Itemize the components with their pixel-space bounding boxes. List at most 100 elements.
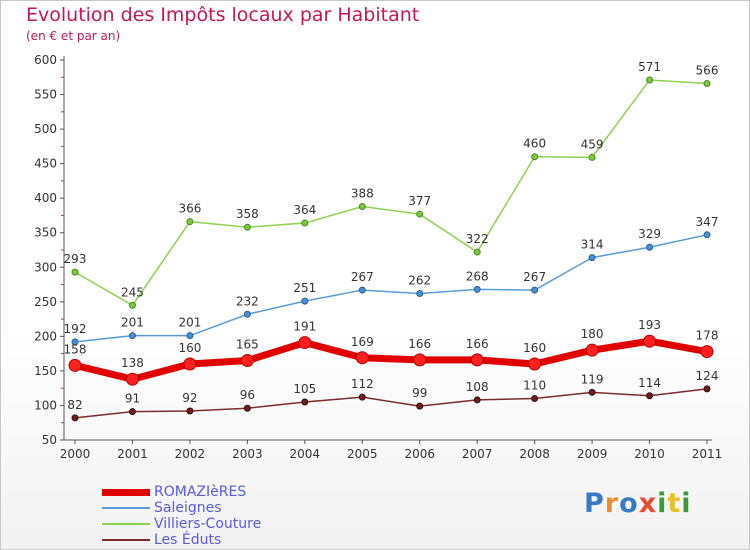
data-label: 124 xyxy=(696,369,719,383)
data-point xyxy=(473,396,481,404)
y-tick-label: 450 xyxy=(34,157,57,171)
x-tick-label: 2003 xyxy=(232,447,263,461)
y-tick-label: 100 xyxy=(34,398,57,412)
data-point xyxy=(473,285,481,293)
data-point xyxy=(301,398,309,406)
data-label: 566 xyxy=(696,63,719,77)
data-label: 388 xyxy=(351,186,374,200)
data-point xyxy=(71,414,79,422)
series-line-3 xyxy=(74,388,708,419)
logo-letter: t xyxy=(667,488,682,519)
data-label: 91 xyxy=(125,392,140,406)
data-label: 201 xyxy=(178,316,201,330)
legend: ROMAZIèRES Saleignes Villiers-Couture Les É… xyxy=(100,484,320,548)
data-label: 267 xyxy=(523,270,546,284)
series-line-2 xyxy=(74,79,708,307)
data-label: 105 xyxy=(293,382,316,396)
data-label: 201 xyxy=(121,316,144,330)
data-label: 329 xyxy=(638,227,661,241)
data-point xyxy=(531,395,539,403)
data-label: 119 xyxy=(581,372,604,386)
data-label: 293 xyxy=(64,252,87,266)
data-label: 166 xyxy=(408,337,431,351)
data-point xyxy=(358,202,366,210)
data-label: 268 xyxy=(466,269,489,283)
data-label: 364 xyxy=(293,203,316,217)
proxiti-logo: Proxiti xyxy=(584,488,692,519)
x-tick-label: 2001 xyxy=(117,447,148,461)
data-point xyxy=(646,76,654,84)
x-tick-label: 2006 xyxy=(404,447,435,461)
data-point xyxy=(646,392,654,400)
series-line-1 xyxy=(74,234,708,343)
logo-letter: P xyxy=(584,488,605,519)
data-point xyxy=(703,79,711,87)
data-label: 112 xyxy=(351,377,374,391)
data-label: 160 xyxy=(523,341,546,355)
data-label: 262 xyxy=(408,274,431,288)
data-point xyxy=(700,345,714,359)
legend-label: Saleignes xyxy=(154,500,222,516)
data-point xyxy=(186,407,194,415)
data-point xyxy=(240,354,254,368)
logo-letter: x xyxy=(638,488,658,519)
chart-title: Evolution des Impôts locaux par Habitant xyxy=(26,4,420,26)
x-tick-label: 2009 xyxy=(577,447,608,461)
data-point xyxy=(531,286,539,294)
data-point xyxy=(416,402,424,410)
x-tick-label: 2011 xyxy=(692,447,723,461)
data-point xyxy=(531,153,539,161)
data-point xyxy=(358,286,366,294)
data-point xyxy=(585,343,599,357)
y-tick-label: 250 xyxy=(34,295,57,309)
logo-letter: o xyxy=(619,488,639,519)
data-label: 251 xyxy=(293,281,316,295)
legend-item: Villiers-Couture xyxy=(100,516,320,532)
data-point xyxy=(243,223,251,231)
data-label: 92 xyxy=(182,391,197,405)
x-tick-label: 2007 xyxy=(462,447,493,461)
data-label: 99 xyxy=(412,386,427,400)
logo-letter: i xyxy=(681,488,692,519)
data-label: 166 xyxy=(466,337,489,351)
data-point xyxy=(588,153,596,161)
data-label: 377 xyxy=(408,194,431,208)
y-tick-label: 400 xyxy=(34,191,57,205)
line-chart: 50 100 150 200 250 300 350 400 450 500 550 600 2000 2… xyxy=(34,53,723,461)
x-tick-label: 2002 xyxy=(175,447,206,461)
series-line-0 xyxy=(74,337,708,383)
data-point xyxy=(298,336,312,350)
data-point xyxy=(301,297,309,305)
data-point xyxy=(413,353,427,367)
data-label: 366 xyxy=(178,202,201,216)
data-label: 82 xyxy=(67,398,82,412)
legend-swatch xyxy=(102,523,150,525)
data-label: 96 xyxy=(240,388,255,402)
data-point xyxy=(68,358,82,372)
data-point xyxy=(470,353,484,367)
data-point xyxy=(703,385,711,393)
data-label: 138 xyxy=(121,356,144,370)
data-point xyxy=(355,351,369,365)
x-tick-label: 2004 xyxy=(290,447,321,461)
data-point xyxy=(71,268,79,276)
y-tick-label: 550 xyxy=(34,88,57,102)
x-tick-label: 2005 xyxy=(347,447,378,461)
data-label: 160 xyxy=(178,341,201,355)
data-label: 180 xyxy=(581,327,604,341)
legend-label: ROMAZIèRES xyxy=(154,484,247,500)
data-point xyxy=(128,301,136,309)
data-label: 322 xyxy=(466,232,489,246)
data-point xyxy=(128,408,136,416)
data-point xyxy=(416,210,424,218)
data-label: 267 xyxy=(351,270,374,284)
data-point xyxy=(588,388,596,396)
logo-letter: i xyxy=(657,488,668,519)
data-label: 110 xyxy=(523,379,546,393)
legend-swatch xyxy=(102,507,150,509)
data-label: 114 xyxy=(638,376,661,390)
x-tick-label: 2000 xyxy=(60,447,91,461)
x-tick-label: 2008 xyxy=(519,447,550,461)
legend-label: Villiers-Couture xyxy=(154,516,262,532)
y-tick-label: 50 xyxy=(42,433,57,447)
